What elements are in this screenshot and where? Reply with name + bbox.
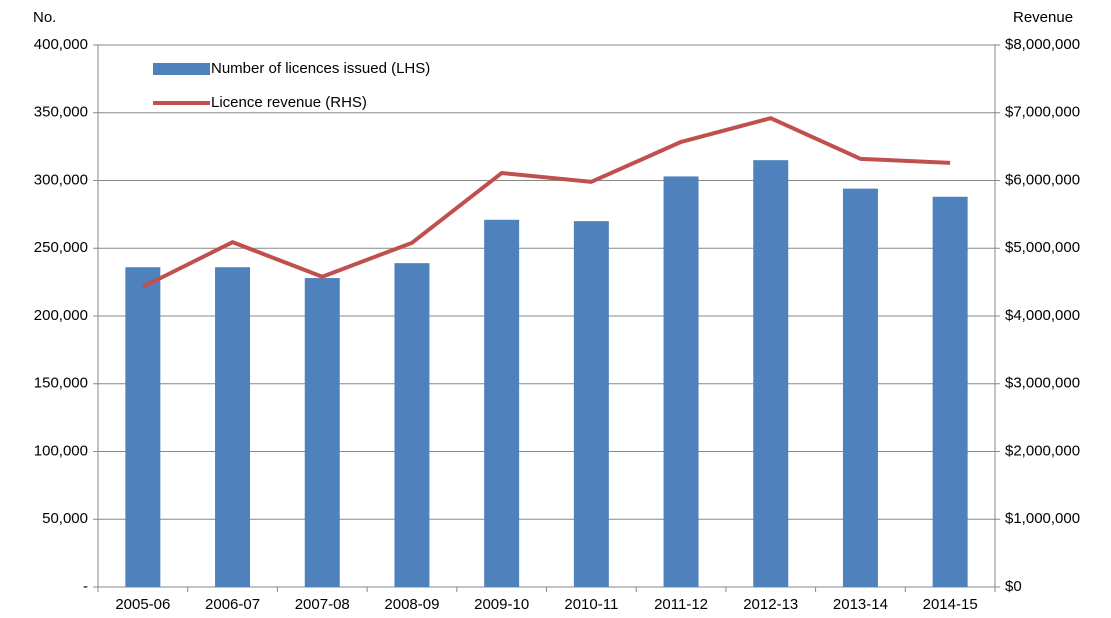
y-tick-label: 300,000 [34, 171, 88, 188]
y2-tick-label: $0 [1005, 578, 1022, 595]
y2-tick-label: $8,000,000 [1005, 36, 1080, 53]
y2-tick-label: $2,000,000 [1005, 442, 1080, 459]
bar [215, 267, 251, 587]
y-tick-label: 250,000 [34, 239, 88, 256]
legend-label: Licence revenue (RHS) [211, 94, 367, 111]
y-tick-label: 400,000 [34, 36, 88, 53]
y-tick-label: 50,000 [42, 510, 88, 527]
bar [484, 219, 520, 588]
bar [394, 263, 430, 587]
y2-tick-label: $1,000,000 [1005, 510, 1080, 527]
x-tick-label: 2005-06 [115, 596, 170, 613]
bar [304, 278, 340, 587]
y-tick-label: 350,000 [34, 104, 88, 121]
y-axis-title: No. [33, 9, 56, 26]
legend-swatch [153, 63, 210, 75]
bar [842, 188, 878, 587]
y-tick-label: 100,000 [34, 442, 88, 459]
bar [753, 160, 789, 588]
y2-tick-label: $6,000,000 [1005, 171, 1080, 188]
x-tick-label: 2011-12 [654, 596, 708, 613]
y-tick-label: 200,000 [34, 307, 88, 324]
bar [573, 221, 609, 587]
bar [663, 176, 699, 587]
x-tick-label: 2009-10 [474, 596, 529, 613]
x-tick-label: 2014-15 [923, 596, 978, 613]
y2-tick-label: $4,000,000 [1005, 307, 1080, 324]
y-tick-label: 150,000 [34, 375, 88, 392]
y2-axis-title: Revenue [1013, 9, 1073, 26]
y-tick-label: - [83, 578, 88, 595]
y2-tick-label: $3,000,000 [1005, 375, 1080, 392]
x-tick-label: 2008-09 [384, 596, 439, 613]
line [141, 116, 951, 289]
y2-tick-label: $7,000,000 [1005, 104, 1080, 121]
x-tick-label: 2007-08 [295, 596, 350, 613]
y2-tick-label: $5,000,000 [1005, 239, 1080, 256]
x-tick-label: 2013-14 [833, 596, 888, 613]
x-tick-label: 2010-11 [564, 596, 618, 613]
legend-label: Number of licences issued (LHS) [211, 60, 430, 77]
bar [125, 267, 161, 587]
bar [932, 196, 968, 587]
x-tick-label: 2012-13 [743, 596, 798, 613]
x-tick-label: 2006-07 [205, 596, 260, 613]
